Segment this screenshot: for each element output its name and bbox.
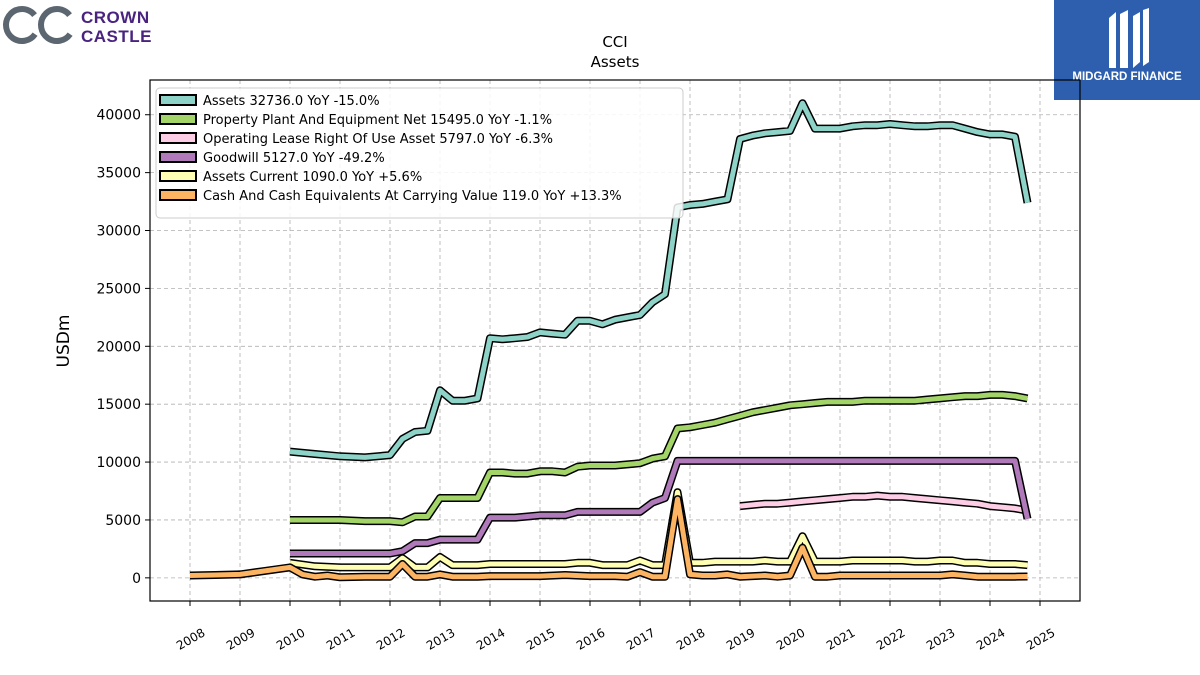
y-tick-label: 10000: [96, 455, 141, 471]
crown-castle-logo: CROWN CASTLE: [3, 6, 152, 46]
x-tick-label: 2013: [424, 625, 457, 652]
series-line-goodwill: [290, 458, 1030, 556]
x-tick-label: 2020: [774, 625, 807, 652]
legend: Assets 32736.0 YoY -15.0% Property Plant …: [155, 87, 684, 219]
midgard-finance-logo: MIDGARD FINANCE: [1054, 0, 1200, 100]
legend-items: Assets 32736.0 YoY -15.0% Property Plant …: [159, 94, 622, 204]
legend-swatch: [159, 132, 197, 144]
legend-swatch: [159, 189, 197, 201]
x-tick-label: 2022: [874, 625, 907, 652]
series-line-operating-lease-right-of-use-asset: [739, 493, 1028, 514]
y-tick-label: 25000: [96, 281, 141, 297]
x-tick-label: 2009: [224, 625, 257, 652]
y-tick-label: 15000: [96, 397, 141, 413]
series-line-property-plant-and-equipment-net: [290, 392, 1028, 525]
x-tick-label: 2015: [524, 625, 557, 652]
chart-subtitle: Assets: [591, 53, 640, 71]
crown-castle-logo-line1: CROWN: [81, 8, 150, 27]
crown-castle-logo-line2: CASTLE: [81, 27, 152, 46]
series-outline-goodwill: [290, 456, 1032, 558]
legend-swatch: [159, 170, 197, 182]
legend-label: Assets Current 1090.0 YoY +5.6%: [203, 170, 422, 185]
series-line-cash-and-cash-equivalents-at-carrying-value: [189, 496, 1028, 580]
midgard-finance-logo-text: MIDGARD FINANCE: [1072, 71, 1182, 83]
x-tick-label: 2016: [574, 625, 607, 652]
legend-label: Assets 32736.0 YoY -15.0%: [203, 94, 380, 109]
chart-title: CCI: [602, 33, 627, 51]
x-tick-label: 2018: [674, 625, 707, 652]
y-tick-label: 35000: [96, 166, 141, 182]
series-layer: [189, 99, 1032, 582]
midgard-finance-logo-mark: MIDGARD FINANCE: [1072, 8, 1182, 83]
y-axis-label: USDm: [54, 315, 74, 368]
y-tick-label: 5000: [105, 513, 141, 529]
x-tick-label: 2014: [474, 625, 507, 652]
x-tick-label: 2008: [174, 625, 207, 652]
y-tick-label: 0: [132, 571, 141, 587]
legend-box: [155, 87, 684, 219]
legend-swatch: [159, 151, 197, 163]
legend-label: Operating Lease Right Of Use Asset 5797.…: [203, 132, 553, 147]
plot-frame: [149, 79, 1081, 602]
x-tick-label: 2023: [924, 625, 957, 652]
legend-label: Cash And Cash Equivalents At Carrying Va…: [203, 189, 622, 204]
x-tick-label: 2012: [374, 625, 407, 652]
y-tick-label: 20000: [96, 339, 141, 355]
x-tick-label: 2025: [1024, 625, 1057, 652]
x-tick-label: 2010: [274, 625, 307, 652]
x-tick-label: 2019: [724, 625, 757, 652]
tick-layer: 0 5000 10000 15000 20000 25000 30000 35000 40000…: [96, 108, 1057, 653]
legend-swatch: [159, 94, 197, 106]
legend-label: Property Plant And Equipment Net 15495.0…: [203, 113, 552, 128]
legend-label: Goodwill 5127.0 YoY -49.2%: [203, 151, 385, 166]
x-tick-label: 2017: [624, 625, 657, 652]
legend-swatch: [159, 113, 197, 125]
x-tick-label: 2021: [824, 625, 857, 652]
x-tick-label: 2011: [324, 625, 357, 652]
y-tick-label: 30000: [96, 224, 141, 240]
y-tick-label: 40000: [96, 108, 141, 124]
series-line-assets: [289, 100, 1030, 460]
x-tick-label: 2024: [974, 625, 1007, 652]
